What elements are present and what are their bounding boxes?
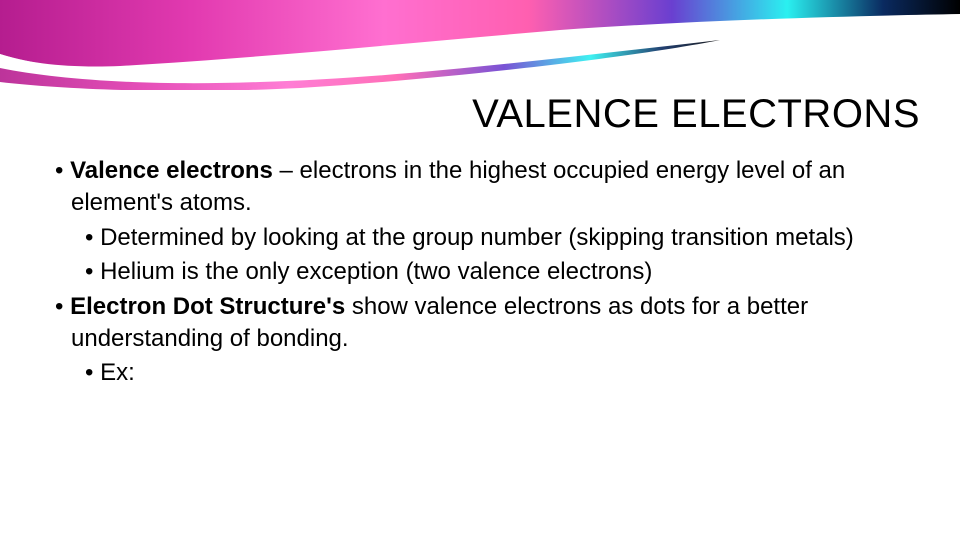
bullet-1: • Valence electrons – electrons in the h… [55, 155, 920, 220]
bullet-2: • Electron Dot Structure's show valence … [55, 291, 920, 356]
bullet-2-term: Electron Dot Structure's [70, 293, 345, 320]
decorative-banner [0, 0, 960, 90]
bullet-2a: • Ex: [85, 357, 920, 389]
bullet-2a-text: Ex: [100, 359, 135, 386]
bullet-1a: • Determined by looking at the group num… [85, 222, 920, 254]
bullet-1-term: Valence electrons [70, 157, 273, 184]
slide-title: VALENCE ELECTRONS [472, 92, 920, 137]
slide-body: • Valence electrons – electrons in the h… [55, 155, 920, 392]
bullet-1b-text: Helium is the only exception (two valenc… [100, 258, 652, 285]
bullet-1b: • Helium is the only exception (two vale… [85, 256, 920, 288]
bullet-1a-text: Determined by looking at the group numbe… [100, 224, 854, 251]
